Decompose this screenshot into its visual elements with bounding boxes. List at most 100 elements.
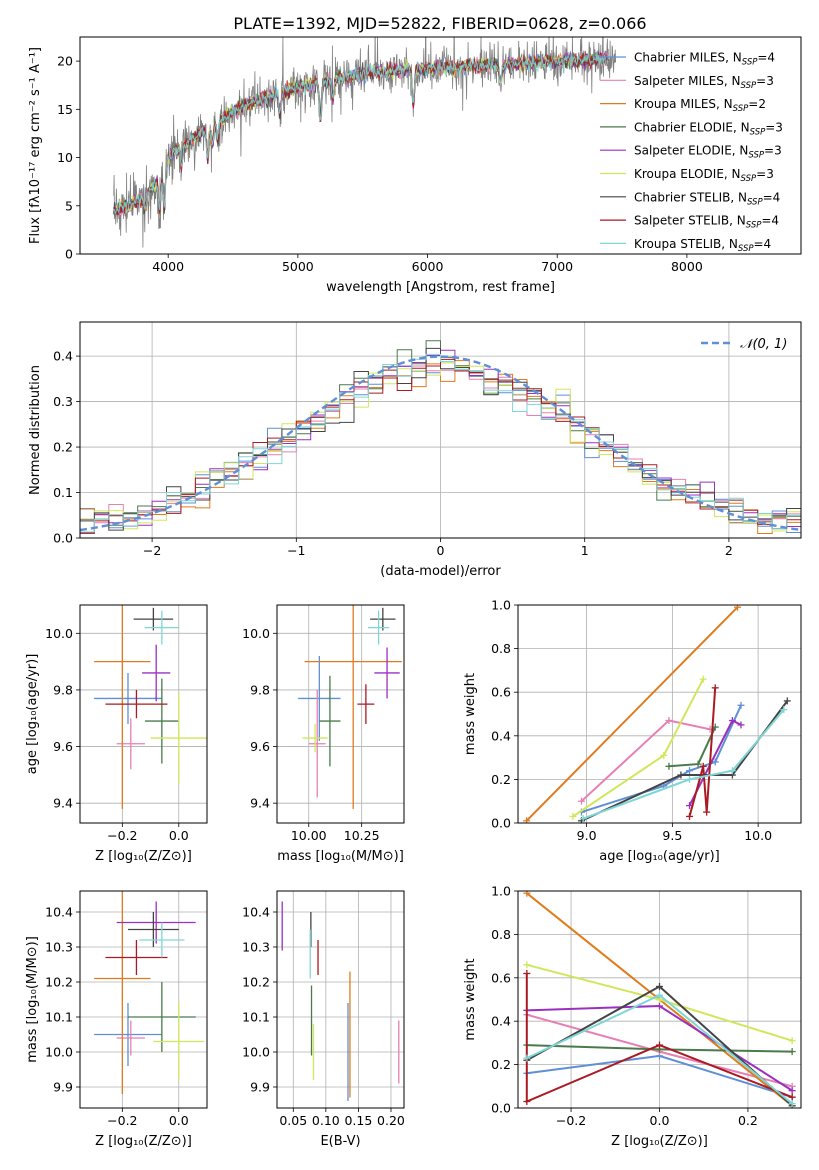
age_vs_z-errorbar-kroupa_miles bbox=[94, 605, 151, 809]
spectrum-ylabel: Flux [fλ10⁻¹⁷ erg cm⁻² s⁻¹ A⁻¹] bbox=[28, 47, 43, 244]
age_vs_z-errorbar-kroupa_elodie bbox=[150, 692, 207, 784]
mass_vs_z-xtick-label: −0.2 bbox=[107, 1113, 137, 1128]
weight_vs_z-marker-salpeter_stelib bbox=[523, 969, 531, 977]
legend-nssp: =4 bbox=[757, 51, 775, 65]
mass_vs_ebv-frame bbox=[276, 890, 405, 1109]
weight_vs_age-ytick-label: 0.0 bbox=[491, 816, 511, 831]
mass_vs_ebv-ytick-label: 10.3 bbox=[242, 940, 270, 955]
age_vs_z-xtick-label: 0.0 bbox=[169, 828, 189, 843]
age_vs_mass-errorbar-salpeter_elodie bbox=[374, 647, 400, 699]
age_vs_z-ytick-label: 9.6 bbox=[53, 739, 73, 754]
spectrum-plot-area bbox=[113, 37, 616, 248]
legend-nssp: =4 bbox=[761, 214, 779, 228]
weight_vs_age-series-chabrier_miles bbox=[581, 704, 742, 814]
age_vs_mass-axes: 10.00 10.25 9.4 9.6 9.8 10.0 mass [log₁₀(M/M⊙)… bbox=[242, 604, 405, 864]
weight_vs_z-xtick-label: −0.2 bbox=[556, 1113, 586, 1128]
weight_vs_age-marker-salpeter_stelib bbox=[703, 808, 711, 816]
mass_vs_z-frame bbox=[79, 890, 208, 1109]
weight_vs_z-ytick-label: 0.2 bbox=[491, 1057, 511, 1072]
legend-label-kroupa_stelib: Kroupa STELIB, NSSP=4 bbox=[634, 237, 771, 254]
mass_vs_z-axes: −0.2 0.0 9.9 10.0 10.1 10.2 10.3 10.4 Z [log₁₀(Z… bbox=[25, 890, 208, 1149]
age_vs_z-errorbar-salpeter_miles bbox=[116, 718, 145, 770]
hist-step-kroupa_stelib bbox=[80, 353, 801, 533]
weight_vs_age-marker-chabrier_miles bbox=[686, 767, 694, 775]
age_vs_z-ytick-label: 10.0 bbox=[45, 626, 73, 641]
legend-name: Salpeter ELODIE, N bbox=[634, 144, 748, 158]
weight_vs_z-marker-salpeter_stelib bbox=[523, 1097, 531, 1105]
mass_vs_z-ytick-label: 10.2 bbox=[45, 975, 73, 990]
weight_vs_age-marker-chabrier_elodie bbox=[665, 762, 673, 770]
spectrum-xtick-label: 7000 bbox=[541, 259, 573, 274]
weight_vs_age-xlabel: age [log₁₀(age/yr)] bbox=[599, 849, 720, 864]
residual_hist-ytick-label: 0.1 bbox=[53, 485, 73, 500]
weight_vs_age-series-salpeter_stelib bbox=[688, 687, 717, 817]
residual_hist-xtick-label: 2 bbox=[725, 543, 733, 558]
normal-pdf-curve bbox=[80, 355, 801, 532]
weight_vs_age-series-salpeter_miles bbox=[580, 719, 711, 802]
weight_vs_age-marker-kroupa_elodie bbox=[699, 675, 707, 683]
age_vs_z-ylabel: age [log₁₀(age/yr)] bbox=[25, 654, 40, 775]
legend-subscript: SSP bbox=[738, 244, 754, 254]
spectrum-ytick-label: 15 bbox=[57, 102, 73, 117]
weight_vs_age-ytick-label: 1.0 bbox=[491, 598, 511, 613]
age_vs_z-ytick-label: 9.8 bbox=[53, 682, 73, 697]
weight_vs_age-marker-chabrier_stelib bbox=[783, 697, 791, 705]
spectrum-xlabel: wavelength [Angstrom, rest frame] bbox=[326, 280, 555, 295]
weight_vs_z-ytick-label: 0.0 bbox=[491, 1101, 511, 1116]
weight_vs_age-marker-salpeter_stelib bbox=[711, 684, 719, 692]
age_vs_z-plot-area bbox=[94, 605, 207, 809]
weight_vs_z-marker-salpeter_elodie bbox=[788, 1087, 796, 1095]
legend-label-chabrier_elodie: Chabrier ELODIE, NSSP=3 bbox=[634, 120, 783, 137]
weight_vs_z-axes: −0.2 0.0 0.2 0.0 0.2 0.4 0.6 0.8 1.0 Z [log₁₀(Z/Z… bbox=[463, 884, 802, 1149]
mass_vs_z-errorbar-kroupa_stelib bbox=[139, 922, 185, 958]
weight_vs_age-xtick-label: 9.5 bbox=[662, 828, 682, 843]
age_vs_z-ytick-label: 9.4 bbox=[53, 796, 73, 811]
mass_vs_z-ylabel: mass [log₁₀(M/M⊙)] bbox=[25, 936, 40, 1063]
weight_vs_z-marker-kroupa_elodie bbox=[788, 1037, 796, 1045]
legend-label-salpeter_miles: Salpeter MILES, NSSP=3 bbox=[634, 74, 774, 91]
weight_vs_z-ytick-label: 0.8 bbox=[491, 927, 511, 942]
weight_vs_age-marker-kroupa_stelib bbox=[780, 706, 788, 714]
mass_vs_z-xtick-label: 0.0 bbox=[169, 1113, 189, 1128]
hist-legend-label: 𝒩(0, 1) bbox=[740, 337, 787, 352]
legend-nssp: =4 bbox=[763, 190, 781, 204]
age_vs_z-errorbar-kroupa_stelib bbox=[144, 610, 179, 645]
spectrum-ytick-label: 20 bbox=[57, 54, 73, 69]
age_vs_mass-errorbar-salpeter_stelib bbox=[357, 684, 375, 724]
weight_vs_age-marker-salpeter_stelib bbox=[686, 812, 694, 820]
residual_hist-plot-area bbox=[80, 340, 801, 534]
mass_vs_z-errorbar-chabrier_stelib bbox=[127, 912, 179, 947]
spectrum-xtick-label: 4000 bbox=[152, 259, 184, 274]
legend-nssp: =4 bbox=[754, 237, 772, 251]
weight_vs_z-ytick-label: 0.4 bbox=[491, 1014, 511, 1029]
weight_vs_age-marker-kroupa_stelib bbox=[686, 775, 694, 783]
weight_vs_z-xtick-label: 0.0 bbox=[650, 1113, 670, 1128]
spectrum-ytick-label: 0 bbox=[65, 247, 73, 262]
legend-subscript: SSP bbox=[748, 151, 764, 161]
age_vs_mass-frame bbox=[276, 604, 405, 824]
age_vs_mass-errorbar-kroupa_elodie bbox=[302, 723, 328, 753]
weight_vs_age-ytick-label: 0.8 bbox=[491, 641, 511, 656]
weight_vs_age-marker-kroupa_miles bbox=[734, 605, 742, 611]
weight_vs_z-ytick-label: 1.0 bbox=[491, 884, 511, 899]
mass_vs_z-ytick-label: 10.1 bbox=[45, 1010, 73, 1025]
age_vs_mass-errorbar-salpeter_miles bbox=[308, 689, 326, 798]
mass_vs_ebv-ytick-label: 10.0 bbox=[242, 1045, 270, 1060]
age_vs_z-errorbar-chabrier_stelib bbox=[133, 607, 174, 631]
mass_vs_ebv-ytick-label: 10.2 bbox=[242, 975, 270, 990]
weight_vs_age-marker-kroupa_stelib bbox=[579, 815, 587, 823]
weight_vs_age-plot-area bbox=[523, 605, 791, 823]
hist-legend: 𝒩(0, 1) bbox=[701, 337, 787, 352]
residual_hist-xtick-label: 1 bbox=[581, 543, 589, 558]
weight_vs_age-marker-salpeter_elodie bbox=[737, 721, 745, 729]
mass_vs_ebv-ytick-label: 10.1 bbox=[242, 1010, 270, 1025]
residual_hist-axes: 𝒩(0, 1) −2 −1 0 1 2 0.0 0.1 0.2 0.3 0.4 (data-model… bbox=[28, 321, 802, 579]
legend-subscript: SSP bbox=[741, 81, 757, 91]
residual_hist-ytick-label: 0.0 bbox=[53, 531, 73, 546]
age_vs_z-xtick-label: −0.2 bbox=[107, 828, 137, 843]
weight_vs_z-ytick-label: 0.6 bbox=[491, 970, 511, 985]
legend-nssp: =3 bbox=[756, 74, 774, 88]
weight_vs_age-marker-chabrier_elodie bbox=[694, 760, 702, 768]
